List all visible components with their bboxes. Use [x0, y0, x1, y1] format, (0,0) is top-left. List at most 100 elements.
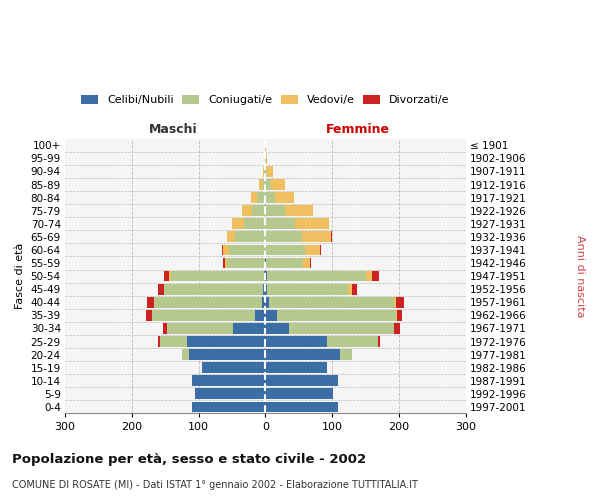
Bar: [265, 362, 327, 373]
Bar: [242, 206, 252, 216]
Bar: [265, 244, 305, 256]
Bar: [233, 323, 265, 334]
Bar: [265, 140, 266, 150]
Bar: [265, 310, 277, 320]
Text: Femmine: Femmine: [326, 123, 389, 136]
Bar: [195, 388, 265, 399]
Bar: [265, 232, 302, 242]
Bar: [192, 376, 265, 386]
Bar: [265, 336, 327, 347]
Bar: [394, 323, 400, 334]
Bar: [302, 232, 331, 242]
Bar: [263, 166, 264, 177]
Bar: [227, 258, 265, 268]
Bar: [164, 270, 169, 281]
Bar: [396, 297, 404, 308]
Bar: [268, 166, 273, 177]
Bar: [264, 166, 265, 177]
Bar: [396, 310, 397, 320]
Bar: [256, 310, 265, 320]
Bar: [266, 153, 268, 164]
Bar: [265, 218, 295, 229]
Bar: [266, 284, 348, 294]
Bar: [265, 166, 268, 177]
Bar: [265, 192, 275, 203]
Bar: [295, 218, 329, 229]
Bar: [262, 179, 265, 190]
Bar: [224, 258, 227, 268]
Bar: [266, 258, 304, 268]
Text: Popolazione per età, sesso e stato civile - 2002: Popolazione per età, sesso e stato civil…: [12, 452, 366, 466]
Bar: [167, 323, 233, 334]
Bar: [264, 270, 265, 281]
Bar: [223, 258, 224, 268]
Bar: [277, 310, 396, 320]
Bar: [187, 336, 265, 347]
Bar: [265, 153, 266, 164]
Bar: [394, 297, 396, 308]
Bar: [266, 270, 365, 281]
Bar: [169, 270, 170, 281]
Bar: [192, 402, 265, 412]
Bar: [305, 244, 320, 256]
Bar: [286, 206, 313, 216]
Bar: [222, 244, 223, 256]
Bar: [340, 349, 352, 360]
Bar: [331, 232, 332, 242]
Bar: [229, 244, 265, 256]
Bar: [304, 258, 310, 268]
Text: Maschi: Maschi: [149, 123, 197, 136]
Bar: [259, 179, 262, 190]
Bar: [164, 284, 263, 294]
Bar: [265, 179, 271, 190]
Bar: [170, 270, 264, 281]
Bar: [232, 218, 244, 229]
Bar: [265, 349, 340, 360]
Bar: [265, 284, 266, 294]
Bar: [235, 232, 265, 242]
Bar: [152, 310, 256, 320]
Y-axis label: Anni di nascita: Anni di nascita: [575, 235, 585, 318]
Bar: [310, 258, 311, 268]
Bar: [158, 336, 160, 347]
Bar: [352, 284, 357, 294]
Bar: [372, 270, 379, 281]
Bar: [397, 310, 402, 320]
Bar: [160, 336, 187, 347]
Bar: [146, 310, 152, 320]
Bar: [265, 376, 338, 386]
Bar: [263, 284, 265, 294]
Bar: [202, 362, 265, 373]
Bar: [257, 192, 265, 203]
Bar: [320, 244, 322, 256]
Bar: [223, 244, 229, 256]
Bar: [265, 258, 266, 268]
Bar: [265, 297, 269, 308]
Bar: [327, 336, 378, 347]
Bar: [269, 297, 394, 308]
Y-axis label: Fasce di età: Fasce di età: [15, 243, 25, 310]
Bar: [227, 232, 235, 242]
Bar: [271, 179, 286, 190]
Bar: [182, 349, 188, 360]
Text: COMUNE DI ROSATE (MI) - Dati ISTAT 1° gennaio 2002 - Elaborazione TUTTITALIA.IT: COMUNE DI ROSATE (MI) - Dati ISTAT 1° ge…: [12, 480, 418, 490]
Bar: [378, 336, 380, 347]
Bar: [244, 218, 265, 229]
Bar: [158, 284, 164, 294]
Bar: [275, 192, 294, 203]
Bar: [289, 323, 394, 334]
Bar: [265, 402, 338, 412]
Bar: [348, 284, 352, 294]
Legend: Celibi/Nubili, Coniugati/e, Vedovi/e, Divorzati/e: Celibi/Nubili, Coniugati/e, Vedovi/e, Di…: [82, 95, 449, 106]
Bar: [251, 192, 257, 203]
Bar: [163, 323, 167, 334]
Bar: [252, 206, 265, 216]
Bar: [365, 270, 372, 281]
Bar: [265, 206, 286, 216]
Bar: [265, 388, 334, 399]
Bar: [147, 297, 154, 308]
Bar: [265, 270, 266, 281]
Bar: [262, 297, 265, 308]
Bar: [265, 323, 289, 334]
Bar: [154, 297, 262, 308]
